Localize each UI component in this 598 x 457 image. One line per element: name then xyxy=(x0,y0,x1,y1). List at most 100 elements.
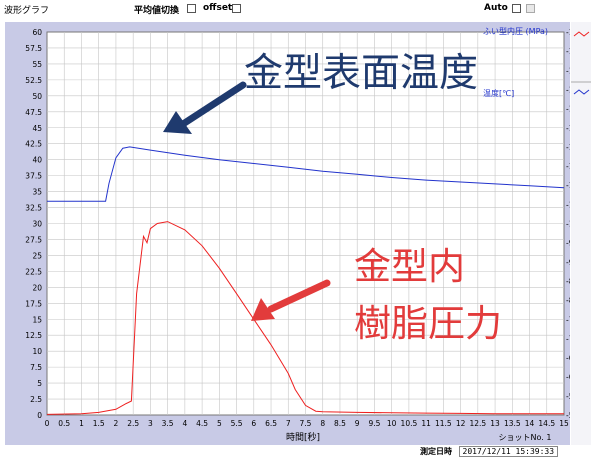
right-legend-temperature: 温度[℃] xyxy=(483,88,514,98)
auto-checkbox-disabled xyxy=(526,4,535,13)
y-right-tick-label: -55 xyxy=(566,392,570,401)
x-tick-label: 9 xyxy=(355,419,360,428)
series-line-resin-pressure xyxy=(46,221,564,415)
x-tick-label: 15 xyxy=(559,419,569,428)
legend-icons xyxy=(571,31,591,95)
x-tick-label: 11 xyxy=(421,419,431,428)
annotation-pressure: 金型内 樹脂圧力 xyxy=(251,245,502,345)
waveform-chart: 0 0.5 1 1.5 2 2.5 3 3.5 4 4.5 5 5.5 6 6.5 7 7.5 8 8.5 9 9.5… xyxy=(25,26,570,443)
x-tick-label: 12 xyxy=(456,419,466,428)
x-tick-label: 0.5 xyxy=(58,419,70,428)
y-left-tick-label: 32.5 xyxy=(25,204,42,213)
y-right-tick-label: -80 xyxy=(566,296,570,305)
y-right-tick-label: -65 xyxy=(566,354,570,363)
x-tick-label: 5 xyxy=(217,419,222,428)
y-left-tick-label: 17.5 xyxy=(25,299,42,308)
x-tick-label: 2 xyxy=(114,419,119,428)
temperature-wave-icon xyxy=(573,89,590,95)
auto-label: Auto xyxy=(484,3,508,13)
y-right-tick-label: -105 xyxy=(566,200,570,209)
y-right-tick-label: -150 xyxy=(566,28,570,37)
temp-arrow-head xyxy=(163,111,192,134)
timestamp-field: 2017/12/11 15:39:33 xyxy=(458,446,559,457)
y-left-tick-label: 20 xyxy=(32,283,42,292)
y-left-tick-label: 10 xyxy=(32,347,42,356)
y-left-tick-label: 50 xyxy=(32,92,42,101)
right-legend-pressure: ふい型内圧 (MPa) xyxy=(483,26,548,36)
y-left-tick-label: 15 xyxy=(32,315,42,324)
legend-panel xyxy=(571,22,591,445)
y-left-tick-label: 0 xyxy=(37,411,42,420)
tick-labels: 0 0.5 1 1.5 2 2.5 3 3.5 4 4.5 5 5.5 6 6.5 7 7.5 8 8.5 9 9.5… xyxy=(25,28,570,428)
x-tick-label: 10 xyxy=(387,419,397,428)
x-tick-label: 12.5 xyxy=(469,419,486,428)
y-right-tick-label: -75 xyxy=(566,315,570,324)
y-left-tick-label: 22.5 xyxy=(25,267,42,276)
avg-toggle-checkbox[interactable] xyxy=(187,4,196,13)
header-bar: 波形グラフ 平均値切換 offset Auto xyxy=(0,0,598,22)
y-right-tick-label: -110 xyxy=(566,181,570,190)
x-tick-label: 3 xyxy=(148,419,153,428)
x-tick-label: 8.5 xyxy=(334,419,346,428)
y-right-tick-label: -120 xyxy=(566,143,570,152)
y-left-tick-label: 37.5 xyxy=(25,172,42,181)
pressure-wave-icon xyxy=(573,31,590,37)
y-left-tick-label: 42.5 xyxy=(25,140,42,149)
y-left-tick-label: 47.5 xyxy=(25,108,42,117)
y-left-tick-label: 12.5 xyxy=(25,331,42,340)
y-left-tick-label: 57.5 xyxy=(25,44,42,53)
footer: 測定日時 2017/12/11 15:39:33 xyxy=(420,446,559,457)
y-right-tick-label: -130 xyxy=(566,105,570,114)
y-right-tick-label: -115 xyxy=(566,162,570,171)
x-tick-label: 3.5 xyxy=(162,419,174,428)
series-line-mold-surface-temp xyxy=(47,146,565,202)
pressure-arrow-shaft xyxy=(267,279,331,313)
auto-checkbox[interactable] xyxy=(512,4,521,13)
x-tick-label: 6 xyxy=(251,419,256,428)
annotation-pressure-line1: 金型内 xyxy=(354,245,465,288)
y-left-tick-label: 25 xyxy=(32,251,42,260)
y-right-tick-label: -145 xyxy=(566,47,570,56)
avg-toggle-label: 平均値切換 xyxy=(134,6,180,16)
y-right-tick-label: -90 xyxy=(566,258,570,267)
y-left-tick-label: 45 xyxy=(32,124,42,133)
x-tick-label: 4 xyxy=(182,419,187,428)
y-right-tick-label: -125 xyxy=(566,124,570,133)
measure-label: 測定日時 xyxy=(420,447,452,456)
y-right-tick-label: -60 xyxy=(566,373,570,382)
y-left-tick-label: 35 xyxy=(32,188,42,197)
x-tick-label: 14 xyxy=(525,419,535,428)
x-tick-label: 1 xyxy=(79,419,84,428)
shot-number-label: ショットNo. 1 xyxy=(499,433,552,442)
x-axis-label: 時間[秒] xyxy=(286,431,320,443)
offset-label: offset xyxy=(203,3,233,13)
x-tick-label: 10.5 xyxy=(401,419,418,428)
y-right-tick-label: -135 xyxy=(566,85,570,94)
x-tick-label: 8 xyxy=(320,419,325,428)
x-tick-label: 1.5 xyxy=(93,419,105,428)
x-tick-label: 6.5 xyxy=(265,419,277,428)
x-tick-label: 11.5 xyxy=(435,419,452,428)
x-tick-label: 4.5 xyxy=(196,419,208,428)
x-tick-label: 7.5 xyxy=(300,419,312,428)
x-tick-label: 14.5 xyxy=(538,419,555,428)
y-left-tick-label: 27.5 xyxy=(25,235,42,244)
series-layer xyxy=(46,146,565,415)
y-right-tick-label: -50 xyxy=(566,411,570,420)
grid xyxy=(47,32,564,415)
y-left-tick-label: 30 xyxy=(32,220,42,229)
y-left-tick-label: 60 xyxy=(32,28,42,37)
x-tick-label: 7 xyxy=(286,419,291,428)
y-left-tick-label: 55 xyxy=(32,60,42,69)
x-tick-label: 9.5 xyxy=(368,419,380,428)
y-left-tick-label: 52.5 xyxy=(25,76,42,85)
y-right-tick-label: -100 xyxy=(566,220,570,229)
y-left-tick-label: 7.5 xyxy=(30,363,42,372)
y-right-tick-label: -95 xyxy=(566,239,570,248)
x-tick-label: 0 xyxy=(45,419,50,428)
pressure-arrow-head xyxy=(251,298,275,321)
x-tick-label: 13.5 xyxy=(504,419,521,428)
offset-checkbox[interactable] xyxy=(232,4,241,13)
x-tick-label: 2.5 xyxy=(127,419,139,428)
temp-arrow-shaft xyxy=(179,81,247,128)
